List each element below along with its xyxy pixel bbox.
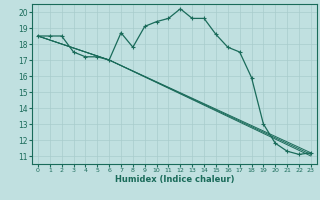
X-axis label: Humidex (Indice chaleur): Humidex (Indice chaleur) — [115, 175, 234, 184]
